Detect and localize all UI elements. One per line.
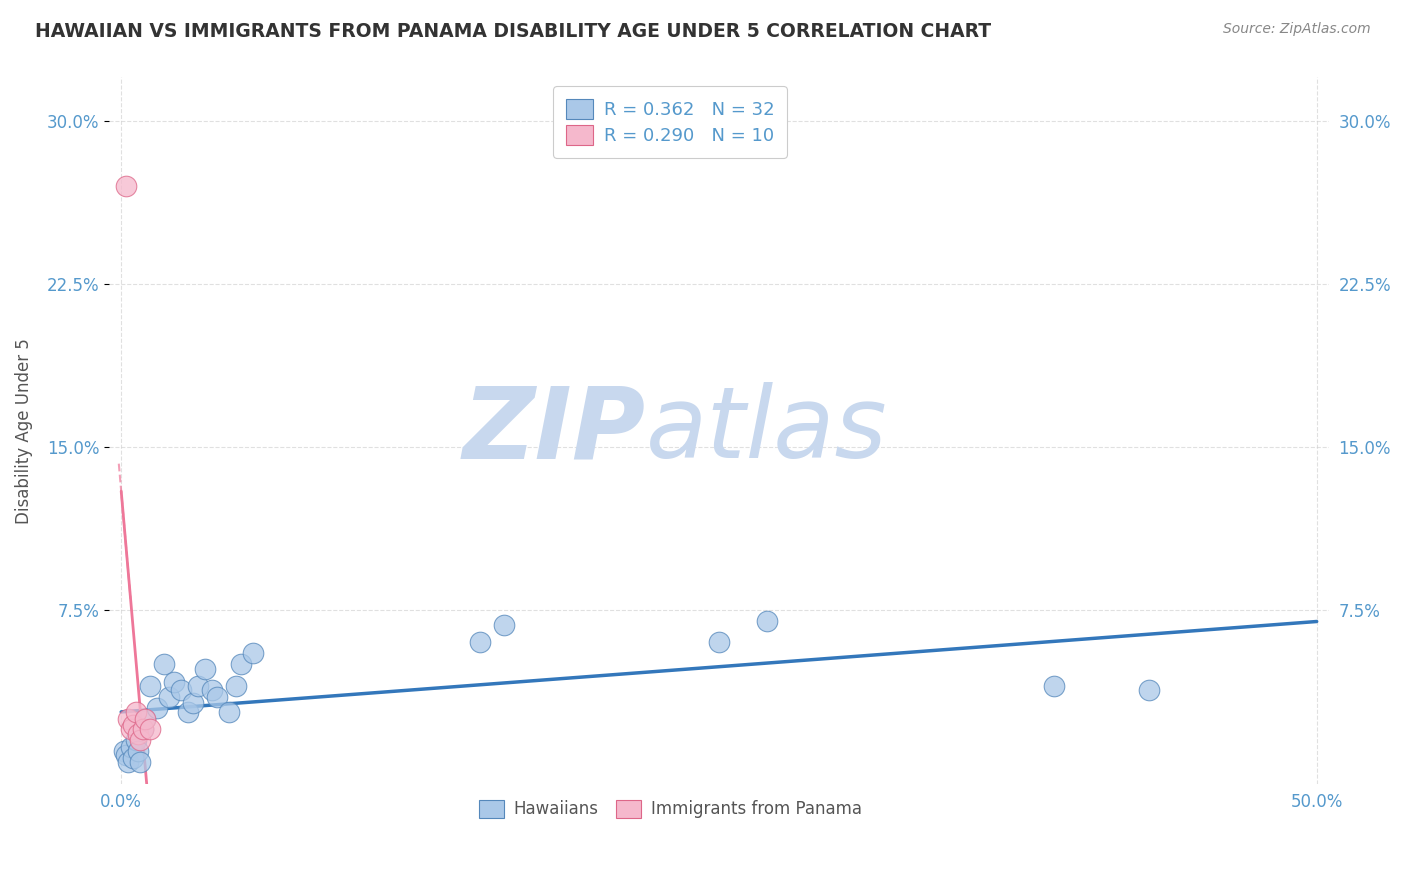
Point	[127, 744, 149, 758]
Point	[122, 750, 145, 764]
Point	[194, 662, 217, 676]
Point	[177, 705, 200, 719]
Point	[218, 705, 240, 719]
Text: Source: ZipAtlas.com: Source: ZipAtlas.com	[1223, 22, 1371, 37]
Point	[139, 723, 162, 737]
Point	[134, 712, 156, 726]
Point	[157, 690, 180, 704]
Point	[134, 712, 156, 726]
Point	[129, 733, 152, 747]
Point	[112, 744, 135, 758]
Point	[181, 696, 204, 710]
Text: ZIP: ZIP	[463, 382, 645, 479]
Text: HAWAIIAN VS IMMIGRANTS FROM PANAMA DISABILITY AGE UNDER 5 CORRELATION CHART: HAWAIIAN VS IMMIGRANTS FROM PANAMA DISAB…	[35, 22, 991, 41]
Point	[229, 657, 252, 672]
Legend: Hawaiians, Immigrants from Panama: Hawaiians, Immigrants from Panama	[472, 793, 868, 825]
Point	[117, 755, 139, 769]
Point	[117, 712, 139, 726]
Point	[153, 657, 176, 672]
Y-axis label: Disability Age Under 5: Disability Age Under 5	[15, 338, 32, 524]
Point	[115, 748, 138, 763]
Point	[707, 635, 730, 649]
Point	[492, 618, 515, 632]
Point	[139, 679, 162, 693]
Point	[120, 723, 142, 737]
Point	[115, 179, 138, 194]
Point	[127, 727, 149, 741]
Point	[122, 718, 145, 732]
Point	[225, 679, 247, 693]
Point	[170, 683, 193, 698]
Point	[187, 679, 209, 693]
Point	[1042, 679, 1064, 693]
Point	[1137, 683, 1160, 698]
Point	[124, 705, 146, 719]
Point	[129, 755, 152, 769]
Point	[163, 674, 186, 689]
Point	[205, 690, 228, 704]
Text: atlas: atlas	[645, 382, 887, 479]
Point	[120, 739, 142, 754]
Point	[201, 683, 224, 698]
Point	[755, 614, 778, 628]
Point	[242, 646, 264, 660]
Point	[124, 733, 146, 747]
Point	[132, 723, 155, 737]
Point	[468, 635, 491, 649]
Point	[132, 723, 155, 737]
Point	[146, 700, 169, 714]
